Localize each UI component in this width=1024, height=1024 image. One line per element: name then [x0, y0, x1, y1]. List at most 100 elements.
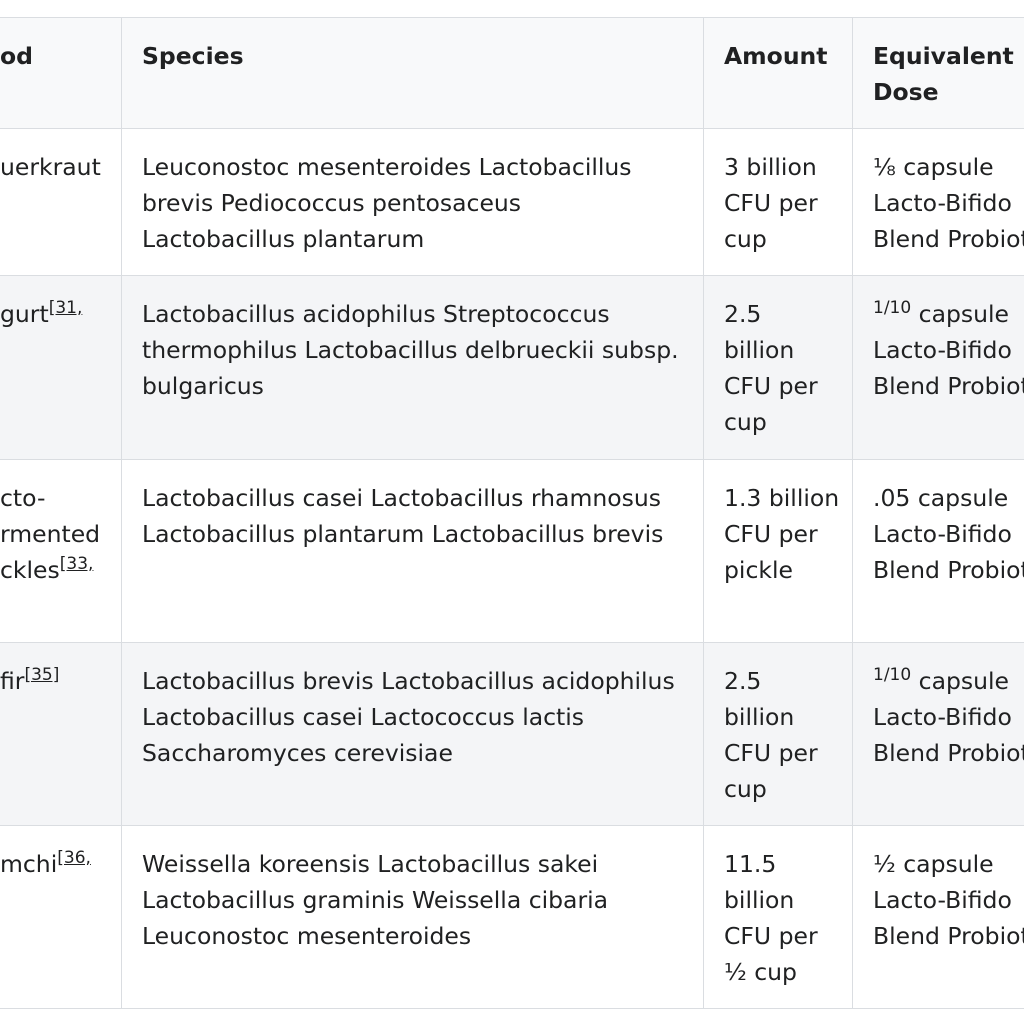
text: Lactobacillus graminis Weissella cibaria [142, 886, 609, 914]
text: billion [724, 703, 795, 731]
text: Blend Probiot [873, 739, 1024, 767]
table-cell: ⅛ capsule Lacto-Bifido Blend Probiot [873, 149, 1024, 257]
cell-line: Lactobacillus graminis Weissella cibaria [142, 882, 608, 918]
cell-line: billion [724, 699, 818, 735]
text: CFU per [724, 520, 818, 548]
cell-line: od [0, 38, 33, 74]
table-row: mchi[36, Weissella koreensis Lactobacillu… [0, 825, 1024, 1008]
cell-line: Lactobacillus plantarum Lactobacillus br… [142, 516, 663, 552]
text: uerkraut [0, 153, 101, 181]
text: 3 billion [724, 153, 817, 181]
text: Saccharomyces cerevisiae [142, 739, 453, 767]
cell-line: rmented [0, 516, 100, 552]
text: ⅛ capsule [873, 153, 994, 181]
cell-line: Lactobacillus casei Lactobacillus rhamno… [142, 480, 663, 516]
table-cell: mchi[36, [0, 846, 91, 882]
table-cell: uerkraut [0, 149, 101, 185]
cell-line: Lacto-Bifido [873, 699, 1024, 735]
cell-line: billion [724, 882, 818, 918]
table-cell: 2.5 billion CFU per cup [724, 296, 818, 440]
cell-line: Blend Probiot [873, 221, 1024, 257]
text: Lactobacillus brevis Lactobacillus acido… [142, 667, 675, 695]
table-border [0, 1008, 1024, 1009]
cell-line: fir[35] [0, 663, 59, 699]
cell-line: ⅛ capsule [873, 149, 1024, 185]
text: Lactobacillus casei Lactobacillus rhamno… [142, 484, 661, 512]
text: Blend Probiot [873, 225, 1024, 253]
text: thermophilus Lactobacillus delbrueckii s… [142, 336, 679, 364]
cell-line: Lactobacillus brevis Lactobacillus acido… [142, 663, 675, 699]
cell-line: 3 billion [724, 149, 818, 185]
column-border [703, 17, 704, 1008]
cell-line: Blend Probiot [873, 735, 1024, 771]
text: gurt [0, 300, 49, 328]
cell-line: Leuconostoc mesenteroides Lactobacillus [142, 149, 632, 185]
table-row: od Species Amount Equivalent Dose [0, 17, 1024, 128]
text: Blend Probiot [873, 556, 1024, 584]
cell-line: billion [724, 332, 818, 368]
cell-line: 1/10 capsule [873, 296, 1024, 332]
cell-line: ckles[33, [0, 552, 100, 588]
text: od [0, 42, 33, 70]
table-cell: 1/10 capsule Lacto-Bifido Blend Probiot [873, 663, 1024, 771]
text: 11.5 [724, 850, 777, 878]
table-cell: Leuconostoc mesenteroides Lactobacillus b… [142, 149, 632, 257]
table-cell: cto-rmented ckles[33, [0, 480, 100, 588]
text: cup [724, 775, 767, 803]
text: ½ capsule [873, 850, 994, 878]
text: bulgaricus [142, 372, 264, 400]
text: 1.3 billion [724, 484, 840, 512]
cell-line: thermophilus Lactobacillus delbrueckii s… [142, 332, 679, 368]
text: Equivalent [873, 42, 1014, 70]
cell-line: Lacto-Bifido [873, 332, 1024, 368]
cell-line: 1/10 capsule [873, 663, 1024, 699]
table-cell: .05 capsule Lacto-Bifido Blend Probiot [873, 480, 1024, 588]
table-row: fir[35] Lactobacillus brevis Lactobacillu… [0, 642, 1024, 825]
cell-line: bulgaricus [142, 368, 679, 404]
table-cell: Lactobacillus brevis Lactobacillus acido… [142, 663, 675, 771]
text: billion [724, 886, 795, 914]
table-row: uerkraut Leuconostoc mesenteroides Lactob… [0, 128, 1024, 275]
cell-line: Blend Probiot [873, 552, 1024, 588]
cell-line: 11.5 [724, 846, 818, 882]
table-cell: fir[35] [0, 663, 59, 699]
text: capsule [911, 300, 1010, 328]
superscript: 1/10 [873, 665, 912, 685]
cell-line: CFU per [724, 185, 818, 221]
text: Lacto-Bifido [873, 520, 1012, 548]
reference: [36, [57, 848, 91, 868]
text: Lactobacillus acidophilus Streptococcus [142, 300, 610, 328]
table-cell: 3 billion CFU per cup [724, 149, 818, 257]
table-row: cto-rmented ckles[33, Lactobacillus casei … [0, 459, 1024, 642]
table-row: gurt[31, Lactobacillus acidophilus Strept… [0, 275, 1024, 459]
cell-line: Amount [724, 38, 828, 74]
cell-line: mchi[36, [0, 846, 91, 882]
table-cell: Lactobacillus acidophilus Streptococcus t… [142, 296, 679, 404]
superscript: 1/10 [873, 298, 912, 318]
text: Lactobacillus plantarum [142, 225, 425, 253]
cell-line: cup [724, 221, 818, 257]
cell-line: CFU per [724, 516, 839, 552]
table-cell: Lactobacillus casei Lactobacillus rhamno… [142, 480, 663, 552]
text: 2.5 [724, 667, 762, 695]
table-cell: 1/10 capsule Lacto-Bifido Blend Probiot [873, 296, 1024, 404]
cell-line: brevis Pediococcus pentosaceus [142, 185, 632, 221]
text: cup [724, 408, 767, 436]
text: fir [0, 667, 25, 695]
cell-line: Lacto-Bifido [873, 185, 1024, 221]
text: Lacto-Bifido [873, 886, 1012, 914]
text: cup [724, 225, 767, 253]
text: Leuconostoc mesenteroides Lactobacillus [142, 153, 632, 181]
cell-line: Equivalent [873, 38, 1014, 74]
cell-line: 2.5 [724, 296, 818, 332]
text: Lacto-Bifido [873, 336, 1012, 364]
cell-line: pickle [724, 552, 839, 588]
cell-line: Lactobacillus plantarum [142, 221, 632, 257]
cell-line: Blend Probiot [873, 918, 1024, 954]
cell-line: cup [724, 771, 818, 807]
cell-line: Species [142, 38, 244, 74]
cell-line: gurt[31, [0, 296, 82, 332]
column-border [121, 17, 122, 1008]
text: Weissella koreensis Lactobacillus sakei [142, 850, 599, 878]
text: cto- [0, 484, 46, 512]
